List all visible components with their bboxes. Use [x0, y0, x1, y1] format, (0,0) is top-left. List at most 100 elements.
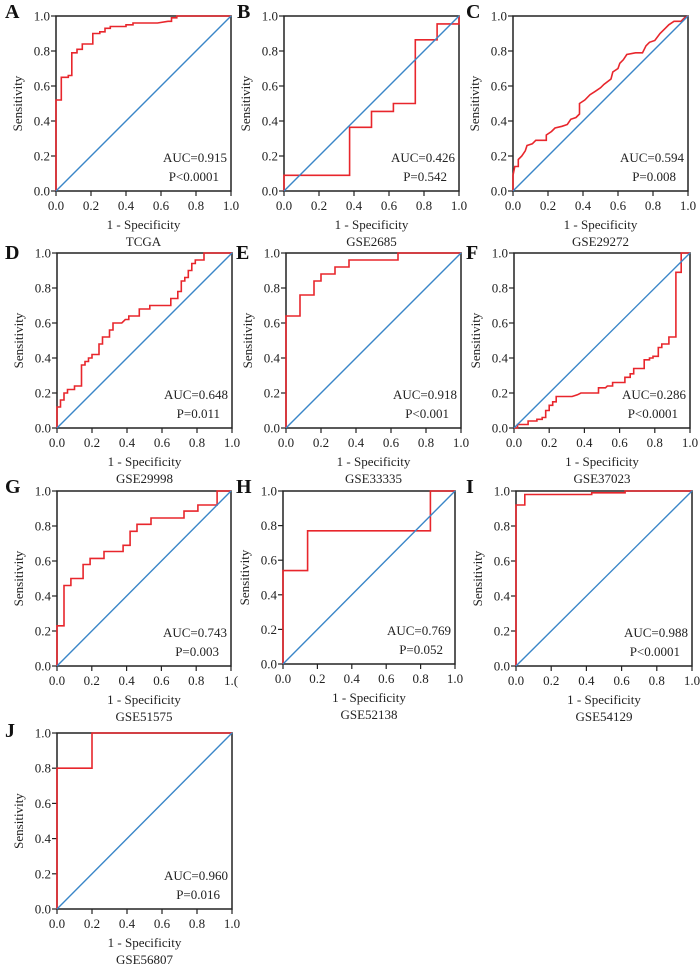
- x-tick-label: 1.(: [224, 673, 238, 688]
- roc-curve: [285, 252, 461, 428]
- roc-curve: [514, 252, 690, 429]
- y-tick-label: 0.0: [264, 421, 280, 436]
- roc-panel-i: I 0.0 0.2 0.4 0.6 0.8 1.0 0.0 0.2 0.4 0.6 0.8 1.0 Sen…: [466, 476, 700, 724]
- y-axis-title: Sensitivity: [467, 75, 482, 131]
- x-tick-label: 0.0: [508, 673, 524, 688]
- y-tick-label: 0.4: [491, 114, 508, 129]
- y-tick-label: 1.0: [261, 484, 277, 499]
- y-tick-label: 0.2: [261, 622, 277, 637]
- x-tick-label: 0.0: [276, 198, 292, 213]
- y-tick-label: 0.8: [491, 44, 507, 59]
- y-tick-label: 0.2: [494, 624, 510, 639]
- y-tick-label: 1.0: [35, 246, 51, 261]
- x-tick-label: 0.8: [416, 198, 432, 213]
- p-value-label: P<0.0001: [630, 644, 680, 659]
- p-value-label: P=0.003: [175, 644, 219, 659]
- reference-line: [56, 252, 233, 429]
- y-axis-title: Sensitivity: [11, 793, 26, 849]
- dataset-label: GSE29272: [572, 234, 629, 249]
- y-tick-label: 0.4: [494, 589, 511, 604]
- x-tick-label: 0.2: [84, 673, 100, 688]
- roc-panel-a: A 0.0 0.2 0.4 0.6 0.8 1.0 0.0 0.2 0.4 0.6 0.8 1.0 Sen…: [5, 1, 239, 249]
- y-tick-label: 0.4: [35, 351, 52, 366]
- x-tick-label: 0.6: [153, 198, 170, 213]
- x-tick-label: 0.0: [505, 198, 521, 213]
- y-axis-title: Sensitivity: [10, 75, 25, 131]
- x-tick-label: 0.6: [381, 198, 398, 213]
- roc-panel-h: H 0.0 0.2 0.4 0.6 0.8 1.0 0.0 0.2 0.4 0.6 0.8 1.0 Sen…: [236, 476, 463, 722]
- x-tick-label: 0.2: [84, 435, 100, 450]
- x-tick-label: 0.0: [49, 916, 65, 931]
- roc-curve: [282, 490, 455, 664]
- p-value-label: P=0.016: [176, 887, 220, 902]
- y-tick-label: 0.0: [35, 902, 51, 917]
- y-tick-label: 0.6: [491, 79, 508, 94]
- auc-label: AUC=0.960: [164, 868, 228, 883]
- roc-panel-b: B 0.0 0.2 0.4 0.6 0.8 1.0 0.0 0.2 0.4 0.6 0.8 1.0 Sen…: [237, 1, 467, 249]
- x-tick-label: 0.2: [84, 916, 100, 931]
- x-tick-label: 0.4: [346, 198, 363, 213]
- auc-label: AUC=0.286: [622, 387, 687, 402]
- x-tick-label: 1.0: [224, 435, 240, 450]
- dataset-label: TCGA: [126, 234, 162, 249]
- y-tick-label: 0.2: [35, 866, 51, 881]
- x-tick-label: 0.2: [309, 671, 325, 686]
- y-tick-label: 0.6: [262, 79, 279, 94]
- p-value-label: P=0.052: [399, 642, 443, 657]
- y-tick-label: 0.2: [491, 149, 507, 164]
- y-tick-label: 0.2: [35, 386, 51, 401]
- dataset-label: GSE54129: [575, 709, 632, 724]
- x-tick-label: 0.4: [119, 916, 136, 931]
- x-axis-title: 1 - Specificity: [108, 454, 182, 469]
- y-axis-title: Sensitivity: [468, 312, 483, 368]
- y-tick-label: 0.2: [264, 386, 280, 401]
- y-tick-label: 1.0: [494, 484, 510, 499]
- y-tick-label: 0.0: [491, 184, 507, 199]
- y-tick-label: 1.0: [35, 726, 51, 741]
- y-tick-label: 0.8: [34, 44, 50, 59]
- auc-label: AUC=0.648: [164, 387, 228, 402]
- x-tick-label: 0.0: [278, 435, 294, 450]
- panel-letter: G: [5, 476, 21, 498]
- x-tick-label: 1.0: [682, 435, 698, 450]
- p-value-label: P<0.001: [405, 406, 449, 421]
- x-tick-label: 0.0: [48, 198, 64, 213]
- plot-frame: [283, 15, 460, 192]
- x-tick-label: 0.8: [189, 916, 205, 931]
- plot-frame: [56, 490, 232, 667]
- y-tick-label: 1.0: [264, 246, 280, 261]
- roc-curve: [283, 16, 460, 191]
- y-tick-label: 0.4: [264, 351, 281, 366]
- panel-letter: B: [237, 1, 250, 23]
- roc-curve: [56, 252, 232, 428]
- roc-panel-g: G 0.0 0.2 0.4 0.6 0.8 1.(0.0 0.2 0.4 0.6 0.8 1.0 Sen…: [5, 476, 238, 724]
- y-tick-label: 0.4: [262, 114, 279, 129]
- y-tick-label: 0.6: [35, 554, 52, 569]
- y-tick-label: 0.6: [35, 796, 52, 811]
- y-tick-label: 0.0: [494, 659, 510, 674]
- p-value-label: P=0.011: [177, 406, 220, 421]
- reference-line: [515, 490, 693, 667]
- y-tick-label: 1.0: [492, 246, 508, 261]
- y-tick-label: 0.4: [35, 831, 52, 846]
- y-tick-label: 0.2: [262, 149, 278, 164]
- reference-line: [512, 15, 689, 192]
- panel-letter: E: [236, 242, 249, 264]
- dataset-label: GSE37023: [573, 471, 630, 486]
- dataset-label: GSE51575: [115, 709, 172, 724]
- x-tick-label: 0.2: [313, 435, 329, 450]
- y-axis-title: Sensitivity: [470, 550, 485, 606]
- x-tick-label: 0.6: [383, 435, 400, 450]
- x-tick-label: 0.6: [613, 673, 630, 688]
- x-tick-label: 0.4: [118, 673, 135, 688]
- x-tick-label: 0.4: [118, 198, 135, 213]
- reference-line: [56, 490, 232, 667]
- x-tick-label: 0.4: [348, 435, 365, 450]
- panel-letter: C: [466, 1, 480, 23]
- dataset-label: GSE52138: [340, 707, 397, 722]
- x-tick-label: 0.8: [188, 198, 204, 213]
- y-tick-label: 0.2: [34, 149, 50, 164]
- reference-line: [283, 15, 460, 192]
- x-tick-label: 0.6: [611, 435, 628, 450]
